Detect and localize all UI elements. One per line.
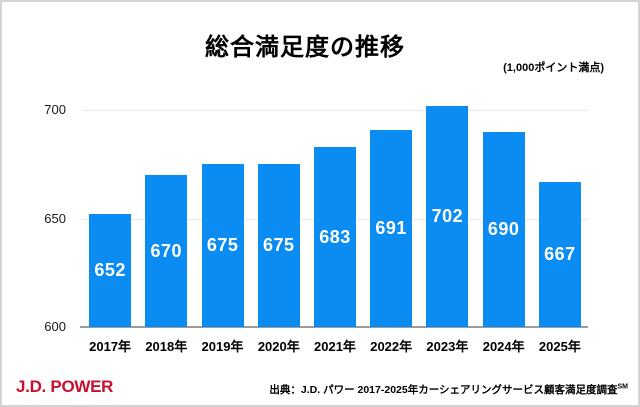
- bar-2025: 667: [538, 182, 581, 327]
- x-axis-label-2023: 2023年: [426, 339, 469, 354]
- gridline-700: [82, 110, 588, 111]
- bar-2017: 652: [89, 214, 132, 327]
- bar-value-label: 683: [319, 226, 351, 247]
- source-text: 出典：J.D. パワー 2017-2025年カーシェアリングサービス顧客満足度調…: [269, 384, 618, 396]
- source-superscript: SM: [617, 383, 629, 391]
- bar-2024: 690: [482, 132, 525, 327]
- bar-2018: 670: [145, 175, 188, 327]
- bar-value-label: 675: [206, 235, 239, 255]
- bar-2022: 691: [370, 130, 413, 327]
- chart-title: 総合満足度の推移: [205, 34, 405, 61]
- bar-value-label: 652: [94, 260, 126, 280]
- x-axis-label-2017: 2017年: [89, 339, 132, 354]
- scale-note: (1,000ポイント満点): [503, 62, 604, 74]
- x-axis-label-2019: 2019年: [201, 339, 244, 354]
- bar-2023: 702: [426, 106, 469, 327]
- x-axis-label-2024: 2024年: [482, 339, 525, 354]
- bar-value-label: 675: [263, 235, 295, 255]
- x-axis-label-2025: 2025年: [538, 339, 581, 354]
- bar-2021: 683: [314, 147, 356, 327]
- x-axis-label-2022: 2022年: [370, 339, 413, 354]
- y-axis-label-700: 700: [44, 102, 66, 117]
- x-axis-label-2020: 2020年: [257, 339, 300, 354]
- jdpower-logo: J.D. POWER: [16, 377, 114, 396]
- source-note: 出典：J.D. パワー 2017-2025年カーシェアリングサービス顧客満足度調…: [269, 382, 628, 397]
- bar-value-label: 667: [544, 244, 576, 264]
- bar-value-label: 702: [431, 206, 464, 226]
- bar-value-label: 691: [375, 218, 407, 238]
- x-axis-label-2018: 2018年: [145, 339, 188, 354]
- bar-2019: 675: [201, 164, 244, 327]
- y-axis-label-650: 650: [44, 210, 66, 226]
- bar-value-label: 670: [150, 240, 183, 261]
- bar-value-label: 690: [487, 219, 520, 239]
- bar-2020: 675: [257, 164, 300, 327]
- x-axis-label-2021: 2021年: [314, 339, 356, 354]
- x-axis-line: [80, 326, 588, 328]
- y-axis-label-600: 600: [44, 319, 66, 334]
